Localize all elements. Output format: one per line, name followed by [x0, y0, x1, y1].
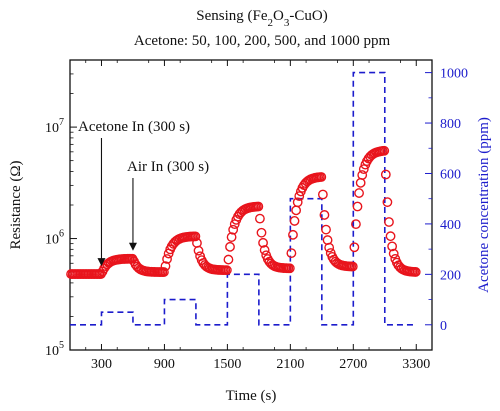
resistance-point	[190, 231, 201, 242]
resistance-point	[385, 231, 396, 242]
chart-subtitle: Acetone: 50, 100, 200, 500, and 1000 ppm	[134, 33, 391, 49]
resistance-point	[159, 267, 169, 277]
title-sub-2: 3	[284, 17, 290, 29]
title-sub-1: 2	[268, 17, 274, 29]
resistance-point	[127, 253, 138, 264]
concentration-line	[70, 71, 417, 326]
resistance-point	[380, 169, 391, 180]
resistance-point	[388, 248, 399, 259]
resistance-point	[351, 219, 361, 230]
resistance-point	[284, 263, 295, 274]
resistance-point	[354, 188, 364, 198]
resistance-point	[294, 191, 305, 202]
x-tick-label: 900	[154, 357, 175, 372]
resistance-point	[387, 241, 398, 252]
arrow-head-air-in	[128, 242, 137, 251]
resistance-point	[259, 245, 270, 255]
y-tick-label: 106	[45, 229, 64, 248]
resistance-point	[289, 216, 300, 226]
resistance-point	[160, 261, 171, 272]
y-right-tick-label: 400	[440, 218, 461, 233]
x-tick-label: 2100	[276, 357, 304, 372]
resistance-point	[225, 241, 235, 252]
resistance-point	[379, 145, 390, 156]
annotation-acetone-in: Acetone In (300 s)	[78, 119, 190, 135]
resistance-point	[226, 232, 237, 243]
y-right-tick-label: 600	[440, 167, 461, 182]
resistance-point	[355, 177, 366, 188]
x-tick-label: 3300	[402, 357, 430, 372]
y-right-tick-label: 200	[440, 268, 461, 283]
y-axis-ticks: 105 106 107	[45, 73, 77, 359]
resistance-point	[288, 229, 298, 240]
resistance-point	[317, 189, 328, 200]
resistance-point	[357, 170, 368, 180]
x-axis-label: Time (s)	[226, 388, 277, 404]
y-tick-label: 105	[45, 340, 64, 359]
title-part-3: -CuO)	[289, 8, 327, 24]
resistance-point	[384, 217, 394, 227]
resistance-point	[221, 265, 232, 276]
chart-title: Sensing (Fe2O3-CuO)	[196, 8, 327, 29]
resistance-point	[256, 227, 267, 238]
resistance-point	[352, 201, 363, 212]
resistance-point	[193, 245, 204, 256]
resistance-point	[321, 224, 331, 235]
y-right-axis-label: Acetone concentration (ppm)	[476, 117, 492, 293]
resistance-point	[286, 248, 297, 259]
resistance-point	[316, 172, 327, 182]
resistance-point	[162, 254, 172, 264]
resistance-point	[258, 237, 268, 248]
x-tick-label: 300	[91, 357, 112, 372]
annotation-air-in: Air In (300 s)	[127, 159, 209, 175]
title-part-1: Sensing (Fe	[196, 8, 268, 24]
y-tick-label: 107	[45, 117, 64, 136]
resistance-point	[347, 261, 358, 272]
concentration-series	[70, 71, 417, 326]
y-right-tick-label: 1000	[440, 67, 468, 82]
resistance-point	[382, 197, 393, 208]
x-tick-label: 2700	[339, 357, 367, 372]
resistance-point	[291, 205, 302, 216]
resistance-point	[253, 201, 264, 212]
arrow-head-acetone-in	[97, 258, 106, 267]
resistance-point	[96, 269, 106, 279]
x-axis-ticks: 300 900 1500 2100 2700 3300	[85, 60, 430, 372]
y-axis-label: Resistance (Ω)	[8, 160, 24, 249]
title-part-2: O	[273, 8, 284, 24]
x-tick-label: 1500	[213, 357, 241, 372]
resistance-point	[410, 267, 421, 277]
resistance-point	[223, 254, 234, 265]
resistance-point	[324, 242, 335, 253]
annotations: Acetone In (300 s) Air In (300 s)	[78, 119, 209, 267]
resistance-point	[292, 197, 303, 208]
resistance-series	[66, 145, 421, 279]
resistance-point	[228, 224, 239, 235]
resistance-point	[319, 210, 330, 220]
y-right-tick-label: 800	[440, 117, 461, 132]
resistance-point	[255, 213, 265, 224]
resistance-point	[349, 242, 360, 253]
y-right-axis-ticks: 0 200 400 600 800 1000	[425, 67, 468, 334]
y-right-tick-label: 0	[440, 319, 447, 334]
